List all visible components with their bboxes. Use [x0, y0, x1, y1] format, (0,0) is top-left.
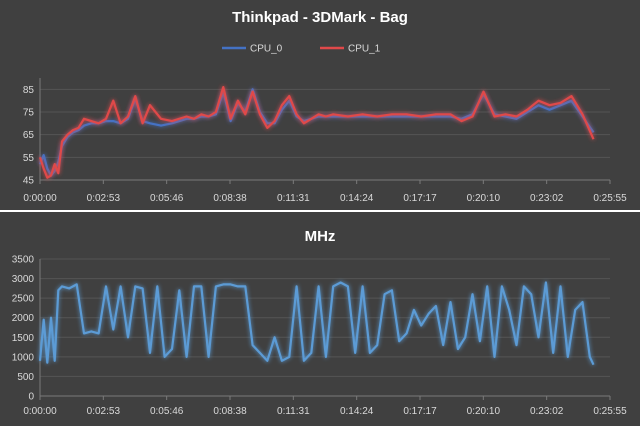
mhz-y-tick-label: 500	[17, 372, 34, 383]
cpu-y-tick-label: 55	[23, 153, 35, 164]
mhz-y-tick-label: 3500	[12, 255, 35, 266]
legend-entry-label: CPU_1	[348, 44, 381, 55]
cpu-x-tick-label: 0:02:53	[87, 193, 121, 204]
cpu-x-tick-label: 0:23:02	[530, 193, 564, 204]
mhz-y-tick-label: 3000	[12, 274, 35, 285]
cpu-y-tick-label: 75	[23, 108, 35, 119]
cpu-x-tick-label: 0:20:10	[467, 193, 501, 204]
cpu-x-tick-label: 0:08:38	[213, 193, 247, 204]
cpu-series-line-cpu-0	[38, 88, 595, 177]
cpu-y-tick-label: 65	[23, 130, 35, 141]
mhz-x-tick-label: 0:08:38	[213, 406, 247, 417]
cpu-x-tick-label: 0:11:31	[277, 193, 310, 204]
mhz-x-tick-label: 0:14:24	[340, 406, 374, 417]
mhz-x-tick-label: 0:23:02	[530, 406, 564, 417]
cpu-x-tick-label: 0:00:00	[23, 193, 57, 204]
mhz-y-tick-label: 2500	[12, 294, 35, 305]
cpu-x-tick-label: 0:14:24	[340, 193, 374, 204]
cpu-chart-title: Thinkpad - 3DMark - Bag	[232, 9, 408, 26]
mhz-x-tick-label: 0:00:00	[23, 406, 57, 417]
mhz-x-tick-label: 0:20:10	[467, 406, 501, 417]
mhz-y-tick-label: 1500	[12, 333, 35, 344]
cpu-x-tick-label: 0:17:17	[403, 193, 437, 204]
mhz-x-tick-label: 0:02:53	[87, 406, 121, 417]
mhz-series-line-mhz	[38, 281, 595, 366]
mhz-y-tick-label: 1000	[12, 352, 35, 363]
cpu-x-tick-label: 0:05:46	[150, 193, 184, 204]
legend-entry-label: CPU_0	[250, 44, 283, 55]
cpu-series-line-cpu-1	[38, 85, 595, 179]
mhz-y-tick-label: 0	[28, 392, 34, 403]
mhz-x-tick-label: 0:05:46	[150, 406, 184, 417]
cpu-y-tick-label: 85	[23, 85, 35, 96]
mhz-chart-title: MHz	[305, 228, 336, 245]
mhz-x-tick-label: 0:11:31	[277, 406, 310, 417]
mhz-x-tick-label: 0:25:55	[593, 406, 627, 417]
mhz-y-tick-label: 2000	[12, 313, 35, 324]
cpu-x-tick-label: 0:25:55	[593, 193, 627, 204]
mhz-x-tick-label: 0:17:17	[403, 406, 437, 417]
cpu-y-tick-label: 45	[23, 176, 35, 187]
